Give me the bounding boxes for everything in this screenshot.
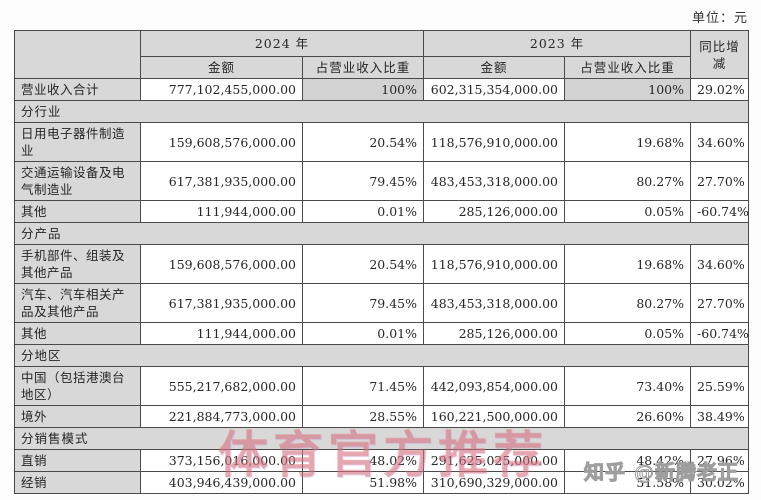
row-label: 手机部件、组装及其他产品 [14, 244, 141, 284]
cell-a2023: 160,221,500,000.00 [423, 405, 566, 428]
cell-a2024: 617,381,935,000.00 [140, 161, 303, 201]
row-label: 其他 [14, 200, 141, 223]
row-label: 经销 [14, 471, 141, 494]
section-row: 分地区 [13, 344, 750, 367]
cell-a2024: 617,381,935,000.00 [140, 283, 303, 323]
cell-yoy: 30.02% [690, 471, 750, 494]
section-label: 分地区 [13, 344, 750, 367]
cell-a2024: 159,608,576,000.00 [140, 122, 303, 162]
cell-r2024: 20.54% [301, 122, 425, 162]
row-label: 交通运输设备及电气制造业 [14, 161, 141, 201]
header-row-years: 2024 年 2023 年 同比增减 [14, 30, 750, 79]
cell-a2023: 310,690,329,000.00 [423, 471, 566, 494]
cell-a2024: 221,884,773,000.00 [140, 405, 303, 428]
cell-r2024: 100% [301, 78, 425, 101]
row-label: 其他 [14, 322, 141, 345]
corner-blank-cell [14, 30, 141, 79]
cell-r2023: 80.27% [564, 283, 692, 323]
cell-r2023: 0.05% [564, 200, 692, 223]
cell-a2023: 483,453,318,000.00 [423, 161, 566, 201]
cell-yoy: 34.60% [690, 122, 750, 162]
cell-r2023: 80.27% [564, 161, 692, 201]
cell-a2024: 777,102,455,000.00 [140, 78, 303, 101]
row-label: 汽车、汽车相关产品及其他产品 [14, 283, 141, 323]
section-label: 分行业 [13, 100, 750, 123]
cell-a2024: 555,217,682,000.00 [140, 366, 303, 406]
cell-a2023: 118,576,910,000.00 [423, 244, 566, 284]
cell-yoy: 27.96% [690, 449, 750, 472]
year-2023-header: 2023 年 [423, 30, 692, 57]
cell-a2024: 403,946,439,000.00 [140, 471, 303, 494]
cell-a2023: 602,315,354,000.00 [423, 78, 566, 101]
cell-a2023: 442,093,854,000.00 [423, 366, 566, 406]
cell-r2024: 79.45% [301, 161, 425, 201]
cell-r2023: 48.42% [564, 449, 692, 472]
table-row: 营业收入合计 777,102,455,000.00 100% 602,315,354,… [14, 78, 750, 101]
cell-a2024: 111,944,000.00 [140, 200, 303, 223]
cell-r2024: 28.55% [301, 405, 425, 428]
cell-r2024: 48.02% [301, 449, 425, 472]
year-2024-header: 2024 年 [139, 30, 425, 57]
cell-yoy: 27.70% [690, 161, 750, 201]
cell-yoy: 34.60% [690, 244, 750, 284]
section-row: 分行业 [13, 100, 750, 123]
cell-r2024: 0.01% [301, 322, 425, 345]
table-row: 境外 221,884,773,000.00 28.55% 160,221,500,00… [14, 405, 750, 428]
cell-r2024: 20.54% [301, 244, 425, 284]
section-row: 分销售模式 [13, 427, 750, 450]
cell-r2023: 0.05% [564, 322, 692, 345]
ratio-2023-header: 占营业收入比重 [564, 56, 692, 79]
section-row: 分产品 [13, 222, 750, 245]
table-row: 手机部件、组装及其他产品 159,608,576,000.00 20.54% 118,… [14, 244, 750, 284]
row-label: 日用电子器件制造业 [14, 122, 141, 162]
row-label: 境外 [14, 405, 141, 428]
header-row-measures: 金额 占营业收入比重 金额 占营业收入比重 [15, 56, 749, 79]
table-row: 直销 373,156,016,000.00 48.02% 291,625,025,00… [14, 449, 750, 472]
section-label: 分销售模式 [13, 427, 750, 450]
amount-2024-header: 金额 [140, 56, 303, 79]
table-row: 交通运输设备及电气制造业 617,381,935,000.00 79.45% 483,… [14, 161, 750, 201]
cell-a2024: 159,608,576,000.00 [140, 244, 303, 284]
table-row: 中国（包括港澳台地区） 555,217,682,000.00 71.45% 442,0… [14, 366, 750, 406]
yoy-header: 同比增减 [690, 30, 750, 79]
cell-yoy: 38.49% [690, 405, 750, 428]
unit-label: 单位：元 [691, 11, 748, 26]
cell-r2024: 71.45% [301, 366, 425, 406]
cell-yoy: -60.74% [690, 200, 750, 223]
table-row: 其他 111,944,000.00 0.01% 285,126,000.00 0.05%… [14, 322, 750, 345]
cell-yoy: 25.59% [690, 366, 750, 406]
cell-a2023: 118,576,910,000.00 [423, 122, 566, 162]
table-row: 经销 403,946,439,000.00 51.98% 310,690,329,00… [14, 471, 750, 494]
cell-a2023: 285,126,000.00 [423, 322, 566, 345]
cell-r2023: 51.58% [564, 471, 692, 494]
ratio-2024-header: 占营业收入比重 [301, 56, 425, 79]
cell-r2024: 79.45% [301, 283, 425, 323]
cell-r2023: 73.40% [564, 366, 692, 406]
cell-a2024: 111,944,000.00 [140, 322, 303, 345]
cell-yoy: -60.74% [690, 322, 750, 345]
cell-r2024: 0.01% [301, 200, 425, 223]
cell-a2023: 285,126,000.00 [423, 200, 566, 223]
table-row: 日用电子器件制造业 159,608,576,000.00 20.54% 118,576… [14, 122, 750, 162]
row-label: 营业收入合计 [14, 78, 141, 101]
cell-yoy: 29.02% [690, 78, 750, 101]
amount-2023-header: 金额 [423, 56, 566, 79]
cell-r2023: 100% [564, 78, 692, 101]
table-row: 其他 111,944,000.00 0.01% 285,126,000.00 0.05%… [14, 200, 750, 223]
revenue-breakdown-table: 2024 年 2023 年 同比增减 金额 占营业收入比重 金额 占营业收入比重… [13, 30, 750, 494]
cell-a2023: 291,625,025,000.00 [423, 449, 566, 472]
row-label: 直销 [14, 449, 141, 472]
cell-yoy: 27.70% [690, 283, 750, 323]
table-row: 汽车、汽车相关产品及其他产品 617,381,935,000.00 79.45% 48… [14, 283, 750, 323]
cell-r2023: 19.68% [564, 244, 692, 284]
cell-r2023: 26.60% [564, 405, 692, 428]
cell-r2023: 19.68% [564, 122, 692, 162]
section-label: 分产品 [13, 222, 750, 245]
cell-a2023: 483,453,318,000.00 [423, 283, 566, 323]
cell-r2024: 51.98% [301, 471, 425, 494]
row-label: 中国（包括港澳台地区） [14, 366, 141, 406]
cell-a2024: 373,156,016,000.00 [140, 449, 303, 472]
